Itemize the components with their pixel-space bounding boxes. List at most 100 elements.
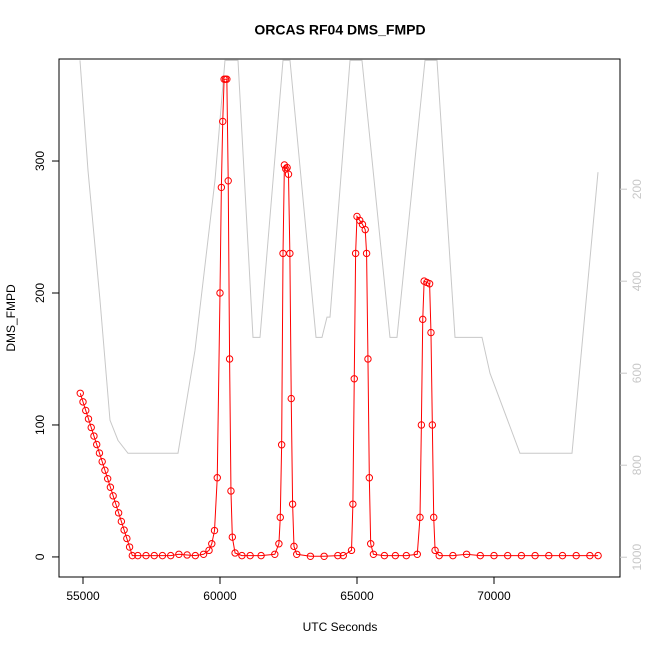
y-tick-label: 0	[33, 553, 47, 560]
data-point	[365, 474, 374, 482]
data-point	[142, 551, 150, 560]
data-point	[430, 513, 438, 522]
data-point	[82, 406, 90, 415]
data-point	[227, 487, 235, 495]
data-point	[277, 441, 286, 449]
y2-tick-label: 400	[630, 271, 644, 291]
plot-frame	[58, 58, 621, 578]
y-axis-label: DMS_FMPD	[4, 284, 18, 352]
data-point	[106, 483, 115, 491]
data-point	[503, 551, 512, 560]
data-point	[361, 225, 369, 234]
data-point	[238, 551, 246, 560]
data-point	[84, 415, 93, 423]
data-point	[366, 540, 375, 548]
data-point	[435, 551, 443, 560]
series-line	[79, 59, 599, 454]
data-point	[223, 75, 231, 83]
data-point	[109, 492, 117, 500]
data-point	[476, 551, 484, 560]
data-point	[545, 551, 553, 560]
data-point	[362, 249, 371, 258]
data-point	[79, 398, 87, 406]
data-point	[287, 394, 295, 403]
data-point	[416, 513, 424, 522]
data-point	[427, 328, 435, 337]
data-point	[431, 546, 439, 555]
y2-tick-label: 600	[630, 363, 644, 383]
data-point	[349, 500, 357, 508]
data-point	[114, 509, 123, 517]
plot-area	[76, 59, 602, 560]
data-point	[271, 550, 279, 559]
data-point	[350, 375, 358, 383]
data-point	[351, 249, 360, 258]
data-point	[217, 183, 226, 192]
data-point	[246, 551, 254, 560]
data-point	[123, 534, 131, 543]
data-point	[98, 457, 106, 466]
data-point	[490, 551, 498, 560]
data-point	[120, 526, 128, 534]
data-point	[391, 551, 400, 560]
y-tick-label: 200	[33, 283, 47, 303]
data-point	[93, 440, 101, 449]
data-point	[288, 500, 297, 508]
data-point	[558, 551, 567, 560]
data-point	[284, 170, 293, 178]
data-point	[95, 449, 104, 457]
data-point	[594, 551, 602, 560]
data-point	[101, 466, 109, 474]
data-point	[183, 551, 191, 559]
data-point	[150, 551, 158, 560]
data-point	[369, 550, 378, 559]
data-point	[213, 474, 221, 482]
data-point	[205, 546, 213, 555]
data-point	[425, 280, 434, 288]
data-point	[572, 551, 580, 560]
data-point	[210, 526, 219, 535]
data-point	[90, 432, 98, 440]
data-point	[175, 550, 183, 559]
data-point	[320, 552, 328, 560]
data-point	[125, 543, 134, 551]
data-point	[87, 423, 95, 432]
data-point	[117, 517, 126, 526]
y2-tick-label: 200	[630, 179, 644, 199]
data-point	[517, 551, 526, 560]
y-tick-label: 300	[33, 151, 47, 171]
data-point	[293, 550, 301, 559]
data-point	[402, 551, 411, 560]
data-point	[276, 513, 284, 522]
data-point	[428, 421, 437, 429]
data-point	[158, 551, 167, 560]
data-point	[231, 549, 239, 557]
data-point	[224, 177, 232, 185]
data-point	[417, 421, 426, 429]
data-point	[112, 500, 120, 508]
x-tick-label: 55000	[66, 589, 100, 603]
data-point	[257, 551, 265, 560]
x-tick-label: 60000	[203, 589, 237, 603]
data-point	[531, 551, 539, 560]
data-point	[76, 389, 84, 397]
y-tick-label: 100	[33, 415, 47, 435]
data-point	[225, 355, 234, 363]
y2-tick-label: 1000	[630, 544, 644, 571]
data-point	[419, 315, 427, 324]
data-point	[219, 117, 227, 126]
data-point	[166, 551, 175, 560]
y2-tick-label: 800	[630, 455, 644, 475]
data-point	[339, 551, 347, 560]
data-point	[364, 355, 372, 363]
data-point	[191, 551, 200, 560]
chart-title: ORCAS RF04 DMS_FMPD	[254, 22, 425, 38]
x-tick-label: 70000	[477, 589, 511, 603]
data-point	[413, 550, 421, 559]
data-point	[208, 540, 216, 548]
data-point	[380, 551, 389, 560]
data-point	[134, 551, 142, 560]
data-point	[128, 551, 137, 560]
